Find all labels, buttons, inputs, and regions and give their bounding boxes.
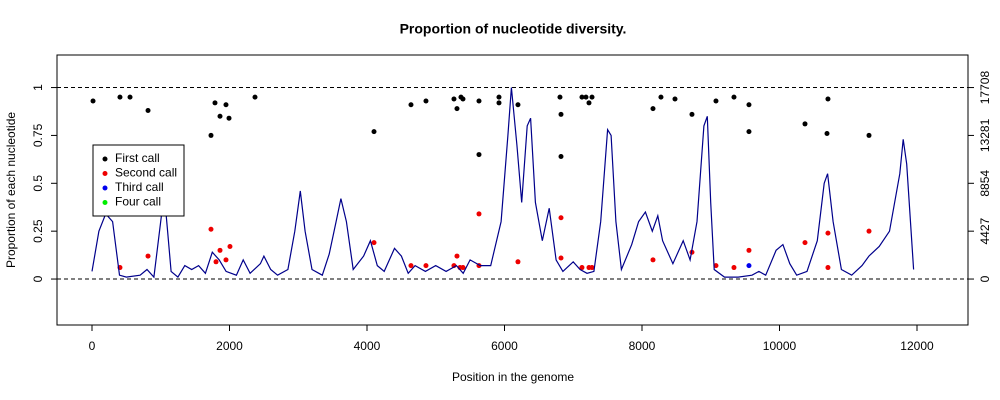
point [746, 247, 752, 253]
point [227, 243, 233, 249]
point [589, 94, 595, 100]
y2-tick-label: 0 [978, 275, 992, 282]
legend-label: Four call [115, 195, 161, 209]
point [127, 94, 133, 100]
point [731, 265, 737, 271]
legend-marker [102, 156, 108, 162]
point [583, 94, 589, 100]
point [496, 94, 502, 100]
legend-marker [102, 200, 108, 205]
point [208, 132, 214, 138]
point [689, 111, 695, 117]
x-tick-label: 0 [89, 339, 96, 353]
legend-box [92, 144, 185, 217]
point [672, 96, 678, 102]
y-tick-label: 0.75 [31, 123, 45, 147]
point [557, 94, 563, 100]
point [408, 263, 414, 269]
point [451, 96, 457, 102]
point [579, 265, 585, 271]
x-tick-label: 4000 [354, 339, 381, 353]
point [589, 265, 595, 271]
point [746, 102, 752, 108]
x-tick-label: 8000 [629, 339, 656, 353]
point [558, 111, 564, 117]
y-tick-label: 0.25 [31, 219, 45, 243]
point [713, 263, 719, 269]
point [802, 121, 808, 127]
x-tick-label: 6000 [491, 339, 518, 353]
point [825, 96, 831, 102]
point [117, 94, 123, 100]
point [866, 132, 872, 138]
point [145, 253, 151, 259]
y2-tick-label: 4427 [978, 217, 992, 244]
point [476, 211, 482, 217]
y-tick-label: 0.5 [31, 175, 45, 192]
legend-label: First call [115, 151, 160, 165]
point [217, 113, 223, 119]
point [454, 106, 460, 112]
legend-marker [102, 171, 108, 176]
point [223, 257, 229, 263]
point [460, 96, 466, 102]
point [825, 230, 831, 236]
point [371, 129, 377, 135]
point [824, 131, 830, 137]
legend-label: Third call [115, 180, 164, 194]
y-axis-label: Proportion of each nucleotide [4, 112, 18, 268]
point [145, 108, 151, 114]
y2-tick-label: 13281 [978, 118, 992, 152]
point [515, 259, 521, 265]
point [713, 98, 719, 104]
point [90, 98, 96, 104]
point [586, 100, 592, 106]
point [650, 106, 656, 112]
point [217, 247, 223, 253]
point [802, 240, 808, 246]
point [515, 102, 521, 108]
point [496, 100, 502, 106]
point [226, 115, 232, 121]
point [731, 94, 737, 100]
point [650, 257, 656, 263]
legend-label: Second call [115, 166, 177, 180]
diversity-line [91, 87, 915, 279]
point [825, 265, 831, 271]
point [223, 102, 229, 108]
legend-marker [102, 185, 108, 191]
point [408, 102, 414, 108]
x-tick-label: 10000 [763, 339, 797, 353]
point [579, 94, 585, 100]
point [558, 153, 564, 159]
point [371, 240, 377, 246]
x-tick-label: 12000 [900, 339, 934, 353]
point [460, 265, 466, 271]
point [213, 259, 219, 265]
point [746, 129, 752, 135]
point [252, 94, 258, 100]
point [558, 255, 564, 261]
y-tick-label: 0 [31, 275, 45, 282]
y2-tick-label: 17708 [978, 71, 992, 105]
x-axis-label: Position in the genome [452, 370, 574, 384]
point [558, 215, 564, 221]
y2-tick-label: 8854 [978, 170, 992, 197]
point [423, 98, 429, 104]
point [746, 263, 752, 269]
chart-title: Proportion of nucleotide diversity. [400, 21, 627, 37]
plot-frame [56, 54, 969, 326]
point [454, 253, 460, 259]
point [476, 152, 482, 158]
point [208, 226, 214, 232]
point [658, 94, 664, 100]
point [866, 228, 872, 234]
y-tick-label: 1 [31, 84, 45, 91]
point [212, 100, 218, 106]
x-tick-label: 2000 [216, 339, 243, 353]
point [476, 98, 482, 104]
point [423, 263, 429, 269]
